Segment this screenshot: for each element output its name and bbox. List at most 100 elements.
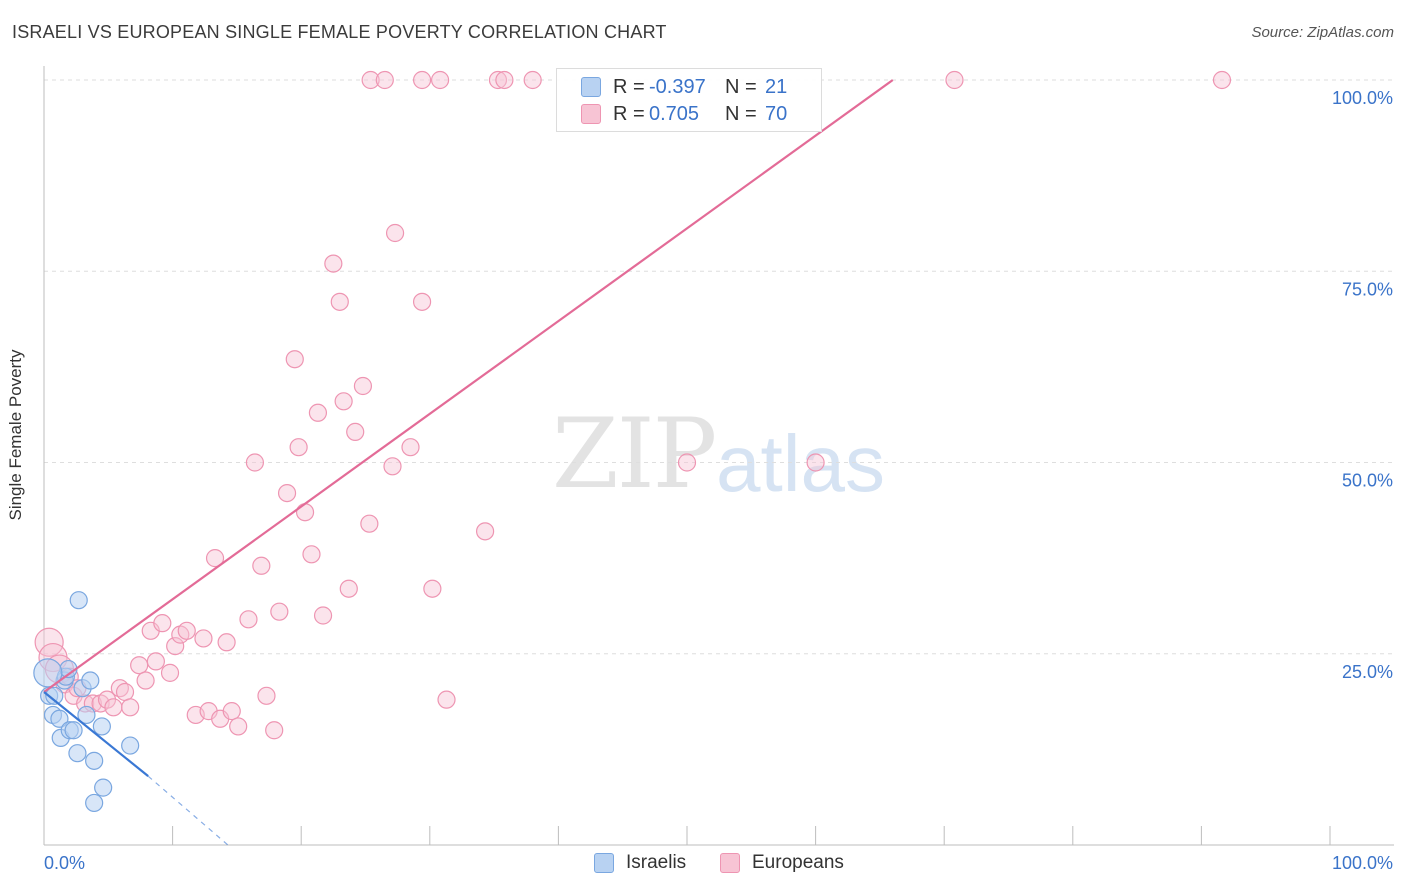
watermark-atlas: atlas [716,419,885,508]
european-point [104,698,123,717]
legend-swatch-israelis [594,853,614,873]
european-point [245,453,265,472]
european-point [302,545,321,564]
x-tick-label: 100.0% [1332,853,1393,873]
israeli-point [92,717,111,736]
legend-n-label: N = [725,75,757,98]
european-point [239,610,258,629]
european-point [495,70,514,90]
european-point [945,70,964,90]
legend-swatch-israelis [581,77,601,97]
european-point [285,350,304,369]
european-point [115,682,135,702]
legend-label-europeans: Europeans [752,852,844,873]
legend-row-europeans: R = 0.705 N = 70 [581,101,787,127]
legend-r-label: R = [613,102,645,125]
european-point [308,403,328,422]
european-point [806,453,825,472]
european-trendline [43,79,894,693]
european-point [523,70,542,90]
israeli-point [33,658,63,688]
y-tick-label: 75.0% [1342,279,1393,299]
legend-r-value: 0.705 [649,102,700,125]
european-point [166,636,185,656]
european-point [252,556,271,575]
legend-r-value: -0.397 [649,75,706,98]
legend-r-label: R = [613,75,645,98]
israeli-point [94,778,113,797]
european-point [270,602,289,621]
european-point [222,702,241,721]
european-point [412,292,432,311]
european-point [346,422,365,441]
y-axis-title: Single Female Poverty [6,349,25,521]
legend-n-label: N = [725,102,757,125]
source-credit: Source: ZipAtlas.com [1251,24,1394,41]
european-point [423,579,442,598]
y-tick-label: 100.0% [1332,88,1393,108]
european-point [289,438,308,457]
y-tick-label: 50.0% [1342,471,1393,491]
european-point [437,690,456,709]
european-point [383,457,402,476]
european-point [121,698,140,717]
european-point [334,392,353,411]
european-point [217,633,236,652]
european-point [295,503,315,522]
israeli-point [85,751,104,770]
european-point [360,514,379,533]
european-point [205,549,225,568]
israeli-point [85,793,104,813]
european-point [160,663,180,682]
european-point [1212,70,1232,90]
israeli-point [121,736,140,755]
legend-item-israelis[interactable]: Israelis [594,852,686,874]
european-point [324,254,343,273]
series-legend: Israelis Europeans [0,852,1406,878]
european-point [475,522,495,541]
european-point [277,484,297,503]
european-point [330,292,349,311]
chart-title: ISRAELI VS EUROPEAN SINGLE FEMALE POVERT… [12,22,667,42]
european-point [229,717,248,736]
israeli-point [50,709,69,728]
israeli-point [77,705,96,725]
legend-swatch-europeans [581,104,601,124]
x-tick-label: 0.0% [44,853,85,873]
european-point [353,376,373,396]
legend-swatch-europeans [720,853,740,873]
legend-row-israelis: R = -0.397 N = 21 [581,74,787,100]
european-point [412,70,432,90]
european-point [153,614,172,633]
israeli-point [64,721,83,740]
israeli-point [68,744,87,763]
european-point [339,579,358,598]
european-point [136,671,155,690]
european-point [677,453,697,472]
y-tick-label: 25.0% [1342,662,1393,682]
european-point [265,721,284,740]
israeli-trendline-extension [147,775,229,846]
legend-n-value: 70 [765,102,788,125]
european-point [313,606,333,625]
european-point [385,223,405,243]
correlation-legend: R = -0.397 N = 21 R = 0.705 N = 70 [556,68,822,132]
legend-label-israelis: Israelis [626,852,687,873]
european-point [401,438,420,457]
european-point [194,629,213,648]
european-point [430,70,450,90]
israeli-point [69,591,88,610]
european-point [130,656,149,675]
israeli-point [81,671,100,690]
legend-n-value: 21 [765,75,788,98]
legend-item-europeans[interactable]: Europeans [720,852,844,874]
european-point [375,70,394,90]
israeli-trendline [43,691,149,778]
european-point [177,621,196,640]
european-point [146,652,165,671]
israeli-point [45,686,64,705]
european-point [361,70,380,90]
european-point [488,70,508,90]
european-point [257,686,276,705]
